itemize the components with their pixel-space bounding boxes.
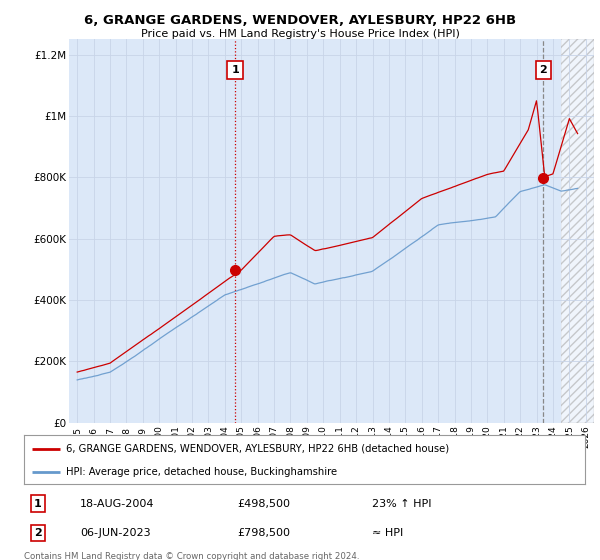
Text: 2: 2 bbox=[539, 65, 547, 75]
Bar bbox=[561, 39, 594, 423]
Text: Price paid vs. HM Land Registry's House Price Index (HPI): Price paid vs. HM Land Registry's House … bbox=[140, 29, 460, 39]
Text: ≈ HPI: ≈ HPI bbox=[372, 528, 403, 538]
Text: 6, GRANGE GARDENS, WENDOVER, AYLESBURY, HP22 6HB (detached house): 6, GRANGE GARDENS, WENDOVER, AYLESBURY, … bbox=[66, 444, 449, 454]
Text: 2: 2 bbox=[34, 528, 42, 538]
Text: £498,500: £498,500 bbox=[237, 498, 290, 508]
Text: 06-JUN-2023: 06-JUN-2023 bbox=[80, 528, 151, 538]
Text: 6, GRANGE GARDENS, WENDOVER, AYLESBURY, HP22 6HB: 6, GRANGE GARDENS, WENDOVER, AYLESBURY, … bbox=[84, 14, 516, 27]
Text: Contains HM Land Registry data © Crown copyright and database right 2024.
This d: Contains HM Land Registry data © Crown c… bbox=[24, 552, 359, 560]
Text: 1: 1 bbox=[34, 498, 42, 508]
Text: 18-AUG-2004: 18-AUG-2004 bbox=[80, 498, 155, 508]
Bar bbox=[69, 39, 561, 423]
Text: 23% ↑ HPI: 23% ↑ HPI bbox=[372, 498, 431, 508]
Text: £798,500: £798,500 bbox=[237, 528, 290, 538]
Text: HPI: Average price, detached house, Buckinghamshire: HPI: Average price, detached house, Buck… bbox=[66, 467, 337, 477]
Text: 1: 1 bbox=[231, 65, 239, 75]
